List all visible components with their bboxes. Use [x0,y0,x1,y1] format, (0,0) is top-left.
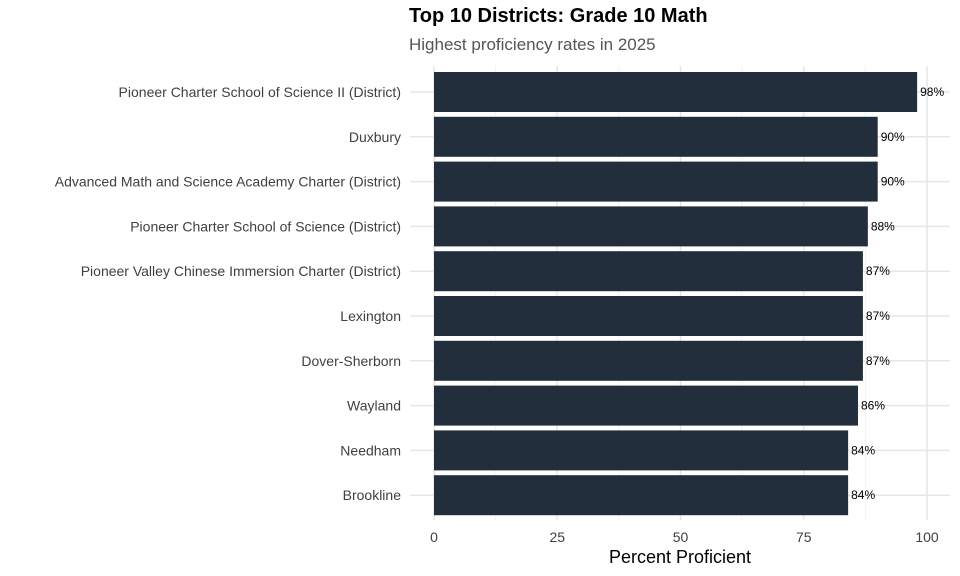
bar [434,116,878,157]
bar [434,475,849,516]
bar-value-label: 87% [866,354,890,368]
y-tick-label: Wayland [347,398,401,414]
x-axis-label: Percent Proficient [609,547,751,567]
y-tick-label: Pioneer Charter School of Science II (Di… [119,84,401,100]
y-tick-label: Pioneer Charter School of Science (Distr… [130,218,401,234]
y-tick-label: Lexington [340,308,401,324]
y-tick-label: Pioneer Valley Chinese Immersion Charter… [81,263,401,279]
x-tick-label: 100 [915,529,939,545]
y-tick-label: Duxbury [349,129,401,145]
bar [434,72,918,112]
y-tick-label: Dover-Sherborn [301,353,401,369]
bar-value-label: 88% [871,219,895,233]
x-tick-label: 50 [673,529,689,545]
bar [434,296,863,336]
y-tick-label: Needham [340,442,401,458]
bar-value-label: 98% [920,85,944,99]
x-tick-label: 25 [549,529,565,545]
bar-value-label: 87% [866,309,890,323]
bar-value-label: 86% [861,399,885,413]
bar [434,206,868,247]
bars [434,72,918,516]
bar-value-label: 90% [881,175,905,189]
data-labels: 98% 90% 90% 88% 87% 87% 87% 86% 84% 84% [851,85,944,502]
chart-subtitle: Highest proficiency rates in 2025 [409,35,656,54]
bar [434,340,863,381]
bar-value-label: 84% [851,443,875,457]
x-axis-tick-labels: 0 25 50 75 100 [430,529,939,545]
y-tick-label: Brookline [343,487,402,503]
y-axis-tick-labels: Pioneer Charter School of Science II (Di… [55,84,401,503]
bar [434,385,858,426]
bar-value-label: 84% [851,488,875,502]
bar [434,251,863,292]
bar [434,161,878,202]
bar-value-label: 90% [881,130,905,144]
chart-title: Top 10 Districts: Grade 10 Math [409,5,708,27]
bar [434,430,849,471]
x-tick-label: 75 [796,529,812,545]
bar-value-label: 87% [866,264,890,278]
y-tick-label: Advanced Math and Science Academy Charte… [55,174,401,190]
x-tick-label: 0 [430,529,438,545]
